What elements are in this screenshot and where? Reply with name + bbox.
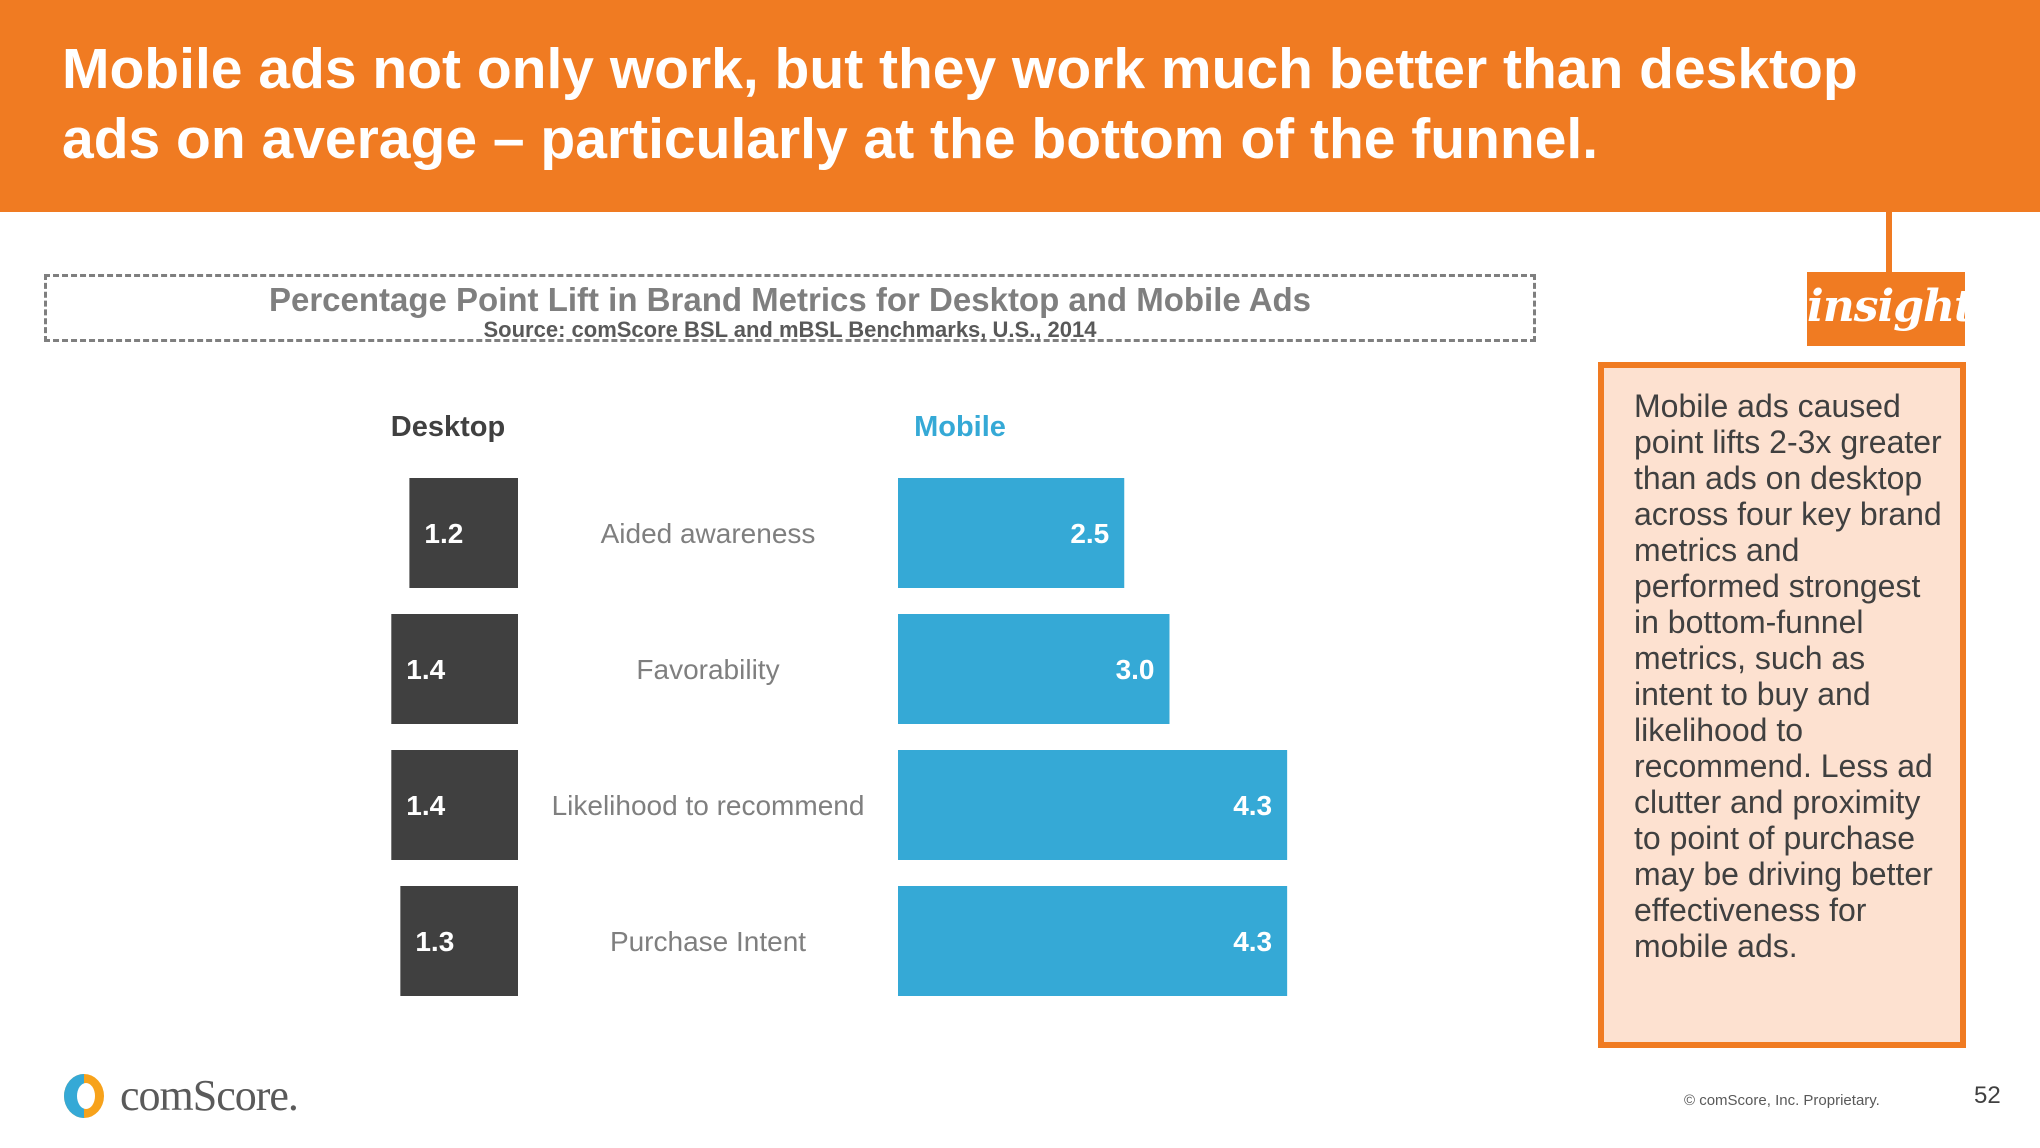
mobile-bar bbox=[898, 614, 1170, 724]
mobile-value-label: 2.5 bbox=[1070, 518, 1109, 549]
category-label: Likelihood to recommend bbox=[552, 790, 865, 821]
desktop-value-label: 1.4 bbox=[406, 790, 445, 821]
category-label: Purchase Intent bbox=[610, 926, 806, 957]
mobile-series-label: Mobile bbox=[914, 411, 1006, 443]
chart-source: Source: comScore BSL and mBSL Benchmarks… bbox=[483, 317, 1097, 342]
mobile-value-label: 4.3 bbox=[1233, 926, 1272, 957]
slide-title-line-2: ads on average – particularly at the bot… bbox=[62, 107, 1599, 171]
mobile-bar bbox=[898, 478, 1125, 588]
desktop-value-label: 1.4 bbox=[406, 654, 445, 685]
desktop-value-label: 1.3 bbox=[415, 926, 454, 957]
mobile-bar bbox=[898, 750, 1288, 860]
desktop-value-label: 1.2 bbox=[424, 518, 463, 549]
mobile-value-label: 4.3 bbox=[1233, 790, 1272, 821]
desktop-bar bbox=[409, 478, 518, 588]
title-banner: Mobile ads not only work, but they work … bbox=[0, 0, 2040, 212]
mobile-bar bbox=[898, 886, 1288, 996]
comscore-logo-icon bbox=[64, 1074, 104, 1118]
insight-text: Mobile ads caused point lifts 2-3x great… bbox=[1634, 388, 1942, 964]
category-label: Favorability bbox=[636, 654, 779, 685]
copyright-notice: © comScore, Inc. Proprietary. bbox=[1684, 1092, 1880, 1109]
desktop-series-label: Desktop bbox=[391, 411, 505, 443]
desktop-bar bbox=[400, 886, 518, 996]
category-label: Aided awareness bbox=[601, 518, 816, 549]
desktop-bar bbox=[391, 614, 518, 724]
mobile-value-label: 3.0 bbox=[1116, 654, 1155, 685]
insight-box: Mobile ads caused point lifts 2-3x great… bbox=[1598, 362, 1966, 1048]
slide-title-line-1: Mobile ads not only work, but they work … bbox=[62, 37, 1858, 101]
comscore-logo-text: comScore. bbox=[120, 1071, 299, 1120]
page-number: 52 bbox=[1974, 1082, 2001, 1109]
chart-title: Percentage Point Lift in Brand Metrics f… bbox=[268, 281, 1312, 318]
chart-title-box: Percentage Point Lift in Brand Metrics f… bbox=[44, 274, 1536, 342]
insight-connector-line bbox=[1886, 212, 1892, 272]
desktop-bar bbox=[391, 750, 518, 860]
insight-badge: insight bbox=[1807, 272, 1974, 346]
slide-title: Mobile ads not only work, but they work … bbox=[62, 34, 1982, 174]
brand-metrics-chart: Desktop Mobile 1.2 2.5 Aided awareness 1.4 3.0… bbox=[391, 411, 1288, 996]
